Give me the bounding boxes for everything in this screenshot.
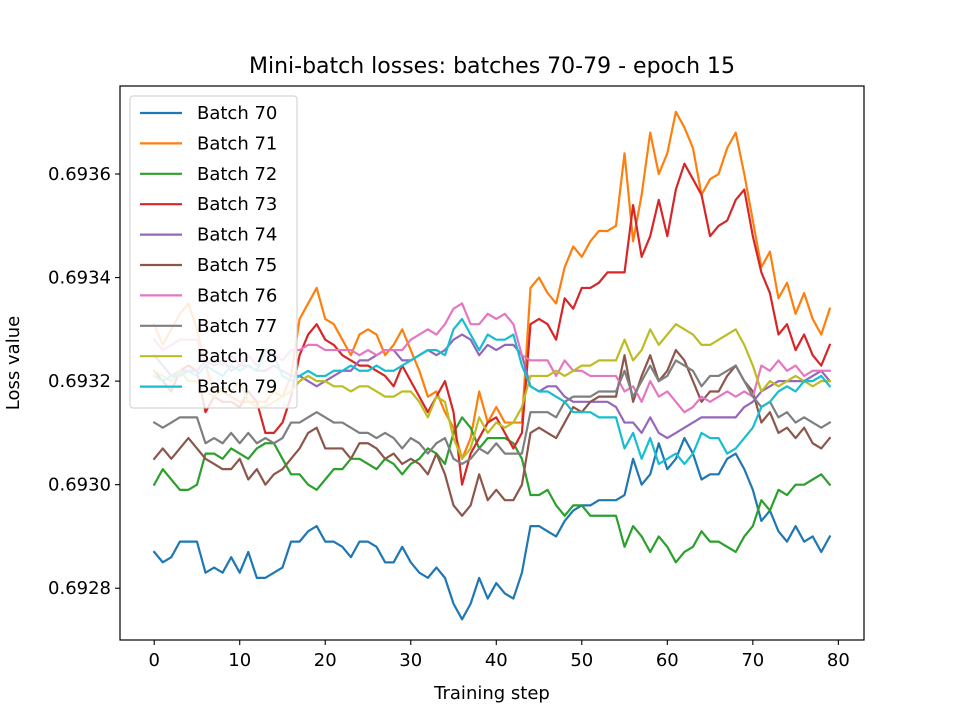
series-line-5 [152,348,832,517]
legend-label: Batch 79 [197,377,277,398]
x-axis-ticks: 0 10 20 30 40 50 60 70 80 [148,640,850,671]
legend-label: Batch 78 [197,346,277,367]
x-tick-label: 70 [741,650,764,671]
legend-label: Batch 70 [197,103,277,124]
x-tick-label: 0 [148,650,159,671]
y-tick-label: 0.6932 [48,371,111,392]
series-line-0 [152,436,832,621]
y-tick-label: 0.6930 [48,475,111,496]
y-tick-label: 0.6936 [48,164,111,185]
series-line-2 [152,416,832,564]
x-tick-label: 10 [228,650,251,671]
plot-frame [119,85,865,641]
x-tick-label: 30 [399,650,422,671]
legend-label: Batch 72 [197,164,277,185]
y-tick-label: 0.6928 [48,578,111,599]
legend-label: Batch 71 [197,133,277,154]
legend-label: Batch 74 [197,225,277,246]
legend: Batch 70 Batch 71 Batch 72 Batch 73 Batch 74… [129,95,298,409]
x-tick-label: 40 [485,650,508,671]
y-tick-label: 0.6934 [48,268,111,289]
chart-title: Mini-batch losses: batches 70-79 - epoch… [249,54,735,79]
series-line-7 [152,359,832,466]
x-tick-label: 20 [314,650,337,671]
x-tick-label: 80 [827,650,850,671]
x-tick-label: 50 [570,650,593,671]
legend-label: Batch 77 [197,316,277,337]
x-tick-label: 60 [656,650,679,671]
y-axis-ticks: 0.6928 0.6930 0.6932 0.6934 0.6936 [48,164,120,599]
legend-label: Batch 73 [197,194,277,215]
legend-label: Batch 75 [197,255,277,276]
x-axis-label: Training step [433,683,550,704]
legend-label: Batch 76 [197,285,277,306]
series-line-3 [152,162,832,486]
y-axis-label: Loss value [3,316,24,410]
